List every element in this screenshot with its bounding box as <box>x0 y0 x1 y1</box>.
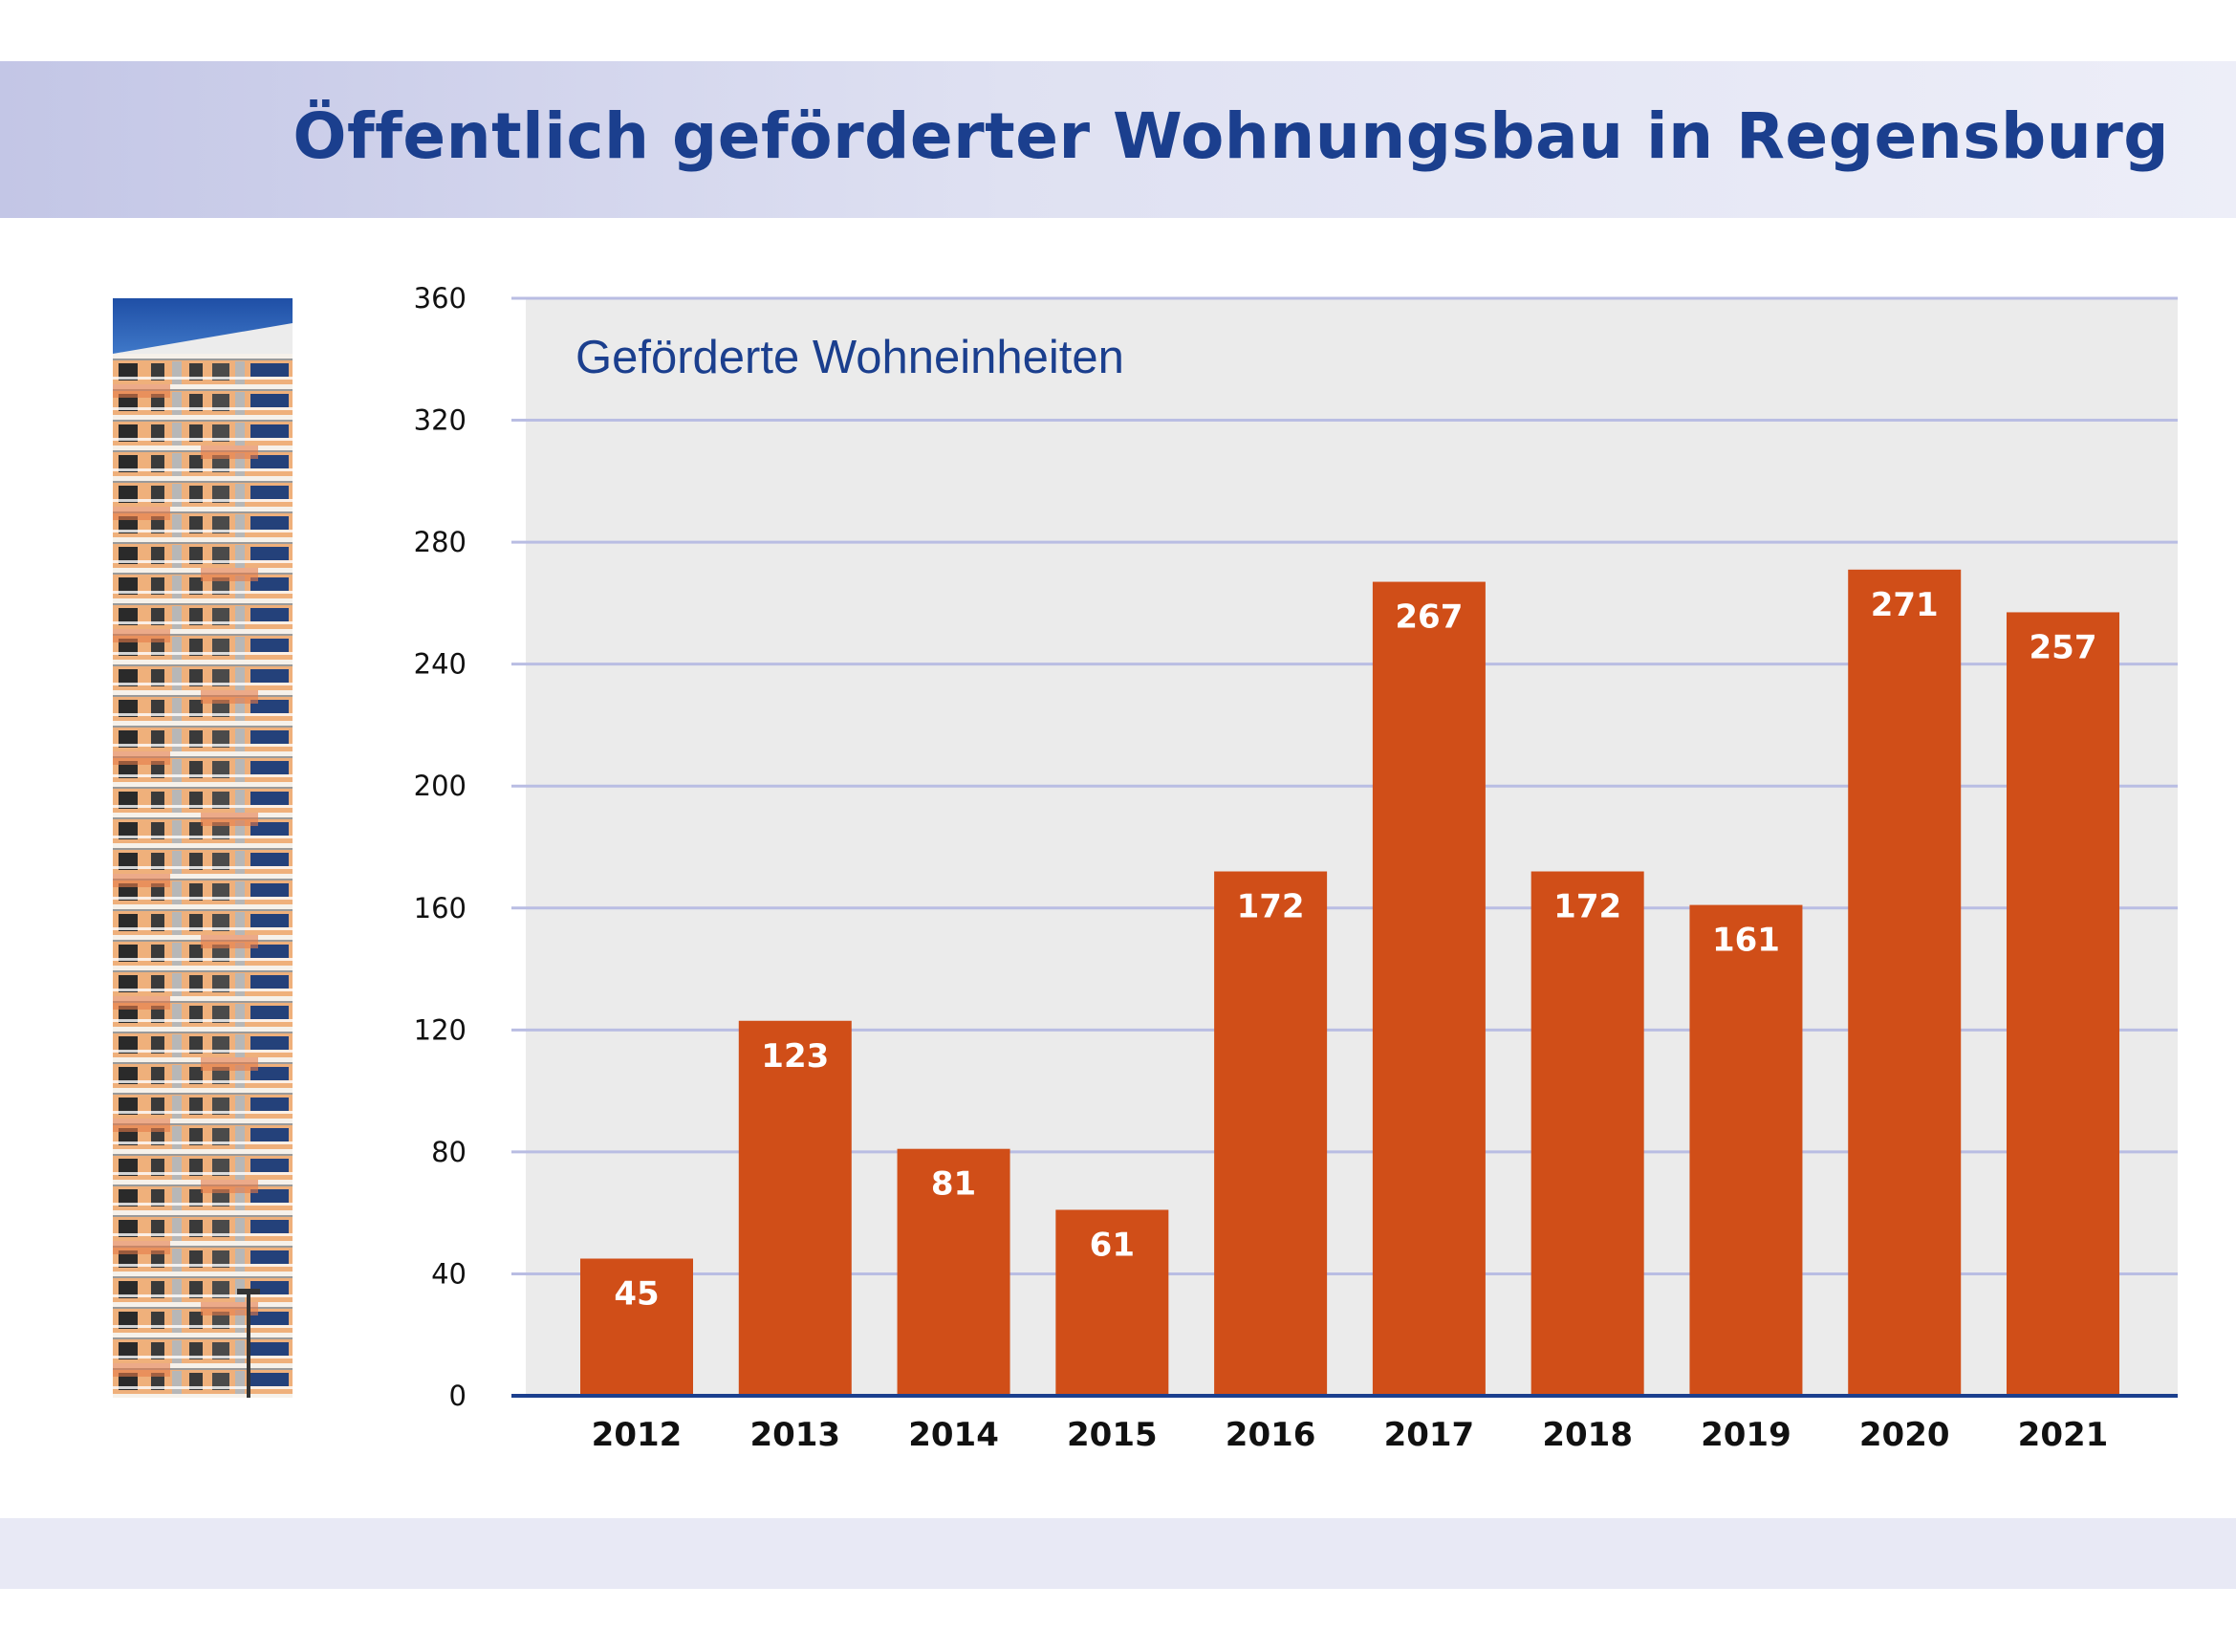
bar-2019 <box>1689 904 1803 1396</box>
data-label-2012: 45 <box>614 1275 659 1314</box>
x-tick-label-2013: 2013 <box>749 1416 840 1454</box>
bar-2017 <box>1372 581 1486 1396</box>
data-label-2013: 123 <box>761 1037 829 1076</box>
x-axis-tick-labels: 2012 2013 2014 2015 2016 2017 2018 2019 2020 2021 <box>592 1416 2109 1454</box>
y-tick-label: 200 <box>414 770 467 802</box>
data-label-2015: 61 <box>1090 1226 1135 1264</box>
data-label-2019: 161 <box>1712 922 1780 960</box>
data-label-2017: 267 <box>1395 598 1463 637</box>
x-tick-label-2016: 2016 <box>1226 1416 1316 1454</box>
y-tick-label: 0 <box>449 1380 467 1412</box>
header-band <box>0 61 2236 218</box>
y-tick-label: 40 <box>431 1257 467 1290</box>
y-tick-label: 160 <box>414 892 467 924</box>
y-axis-tick-labels: 0 40 80 120 160 200 240 280 320 360 <box>414 282 467 1412</box>
page-title: Öffentlich geförderter Wohnungsbau in Re… <box>293 99 2169 173</box>
bar-2012 <box>580 1258 693 1396</box>
bar-2013 <box>738 1020 852 1396</box>
x-tick-label-2014: 2014 <box>908 1416 999 1454</box>
y-tick-label: 280 <box>414 526 467 558</box>
bar-2018 <box>1530 871 1644 1396</box>
y-tick-label: 240 <box>414 648 467 681</box>
bar-2016 <box>1214 871 1328 1396</box>
data-label-2018: 172 <box>1553 888 1621 926</box>
x-tick-label-2021: 2021 <box>2018 1416 2109 1454</box>
y-tick-label: 80 <box>431 1136 467 1168</box>
bar-2020 <box>1848 569 1962 1396</box>
x-tick-label-2019: 2019 <box>1701 1416 1791 1454</box>
chart-title: Geförderte Wohneinheiten <box>575 332 1124 383</box>
bar-2014 <box>897 1148 1010 1396</box>
y-tick-label: 320 <box>414 404 467 437</box>
bar-2021 <box>2007 612 2119 1396</box>
data-label-2014: 81 <box>931 1165 976 1204</box>
data-label-2016: 172 <box>1237 888 1305 926</box>
high-rise-apartment-building-icon <box>113 298 293 1398</box>
y-tick-label: 360 <box>414 282 467 315</box>
bar-2015 <box>1055 1209 1169 1396</box>
x-tick-label-2017: 2017 <box>1384 1416 1475 1454</box>
y-tick-label: 120 <box>414 1013 467 1046</box>
data-label-2020: 271 <box>1871 586 1939 624</box>
footer-band <box>0 1518 2236 1589</box>
bars: 45 123 81 61 172 267 172 161 271 257 <box>580 569 2119 1396</box>
x-tick-label-2012: 2012 <box>592 1416 683 1454</box>
x-tick-label-2018: 2018 <box>1542 1416 1633 1454</box>
x-tick-label-2015: 2015 <box>1067 1416 1158 1454</box>
x-tick-label-2020: 2020 <box>1859 1416 1950 1454</box>
data-label-2021: 257 <box>2030 628 2097 666</box>
